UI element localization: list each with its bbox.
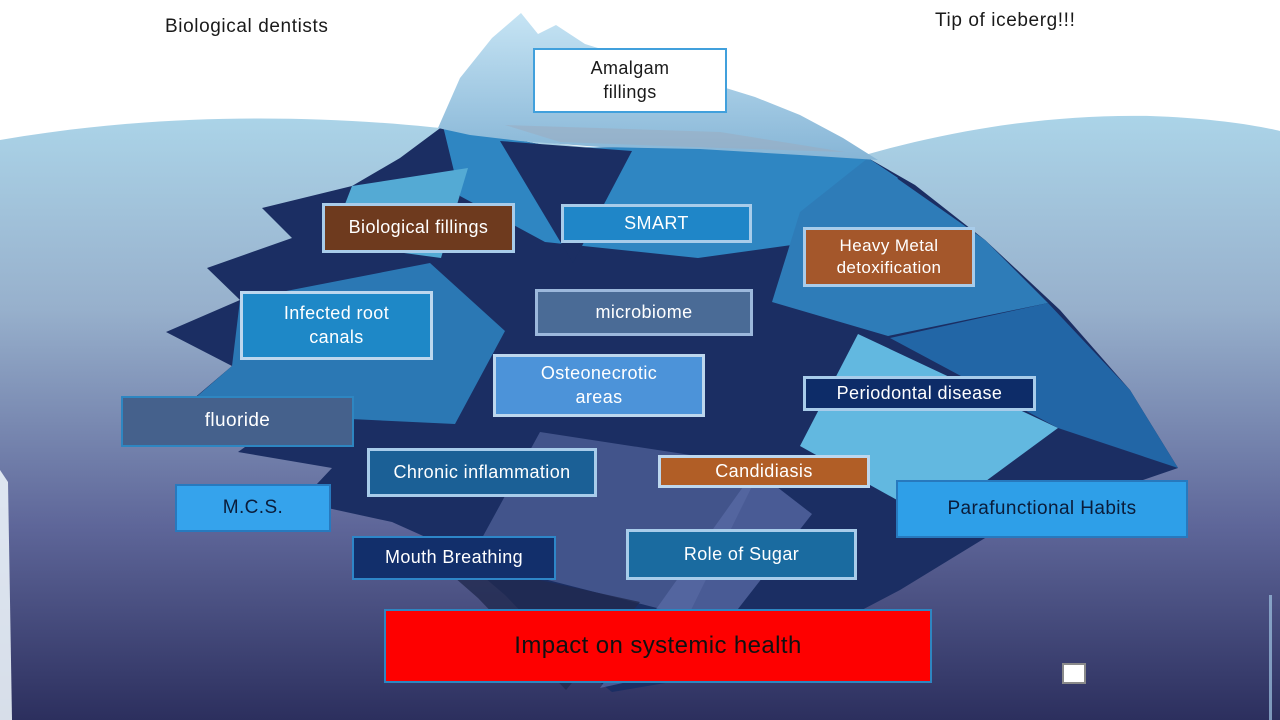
right-edge-sliver <box>1269 595 1272 720</box>
left-edge-sliver <box>0 470 12 720</box>
iceberg-tip-shading <box>505 125 845 152</box>
iceberg-box-impact-systemic-health: Impact on systemic health <box>384 609 932 683</box>
iceberg-box-heavy-metal-detox: Heavy Metal detoxification <box>803 227 975 287</box>
iceberg-box-periodontal-disease: Periodontal disease <box>803 376 1036 411</box>
iceberg-box-fluoride: fluoride <box>121 396 354 447</box>
iceberg-box-microbiome: microbiome <box>535 289 753 336</box>
iceberg-box-biological-fillings: Biological fillings <box>322 203 515 253</box>
iceberg-box-osteonecrotic-areas: Osteonecrotic areas <box>493 354 705 417</box>
iceberg-box-smart: SMART <box>561 204 752 243</box>
white-marker <box>1062 663 1086 684</box>
iceberg-box-amalgam-fillings: Amalgam fillings <box>533 48 727 113</box>
iceberg-box-parafunctional-habits: Parafunctional Habits <box>896 480 1188 538</box>
iceberg-box-mouth-breathing: Mouth Breathing <box>352 536 556 580</box>
facet-top-notch <box>500 141 632 263</box>
label-biological-dentists: Biological dentists <box>165 16 329 37</box>
iceberg-box-mcs: M.C.S. <box>175 484 331 532</box>
iceberg-box-candidiasis: Candidiasis <box>658 455 870 488</box>
iceberg-box-chronic-inflammation: Chronic inflammation <box>367 448 597 497</box>
iceberg-box-infected-root-canals: Infected root canals <box>240 291 433 360</box>
label-tip-of-iceberg: Tip of iceberg!!! <box>935 10 1076 31</box>
iceberg-box-role-of-sugar: Role of Sugar <box>626 529 857 580</box>
